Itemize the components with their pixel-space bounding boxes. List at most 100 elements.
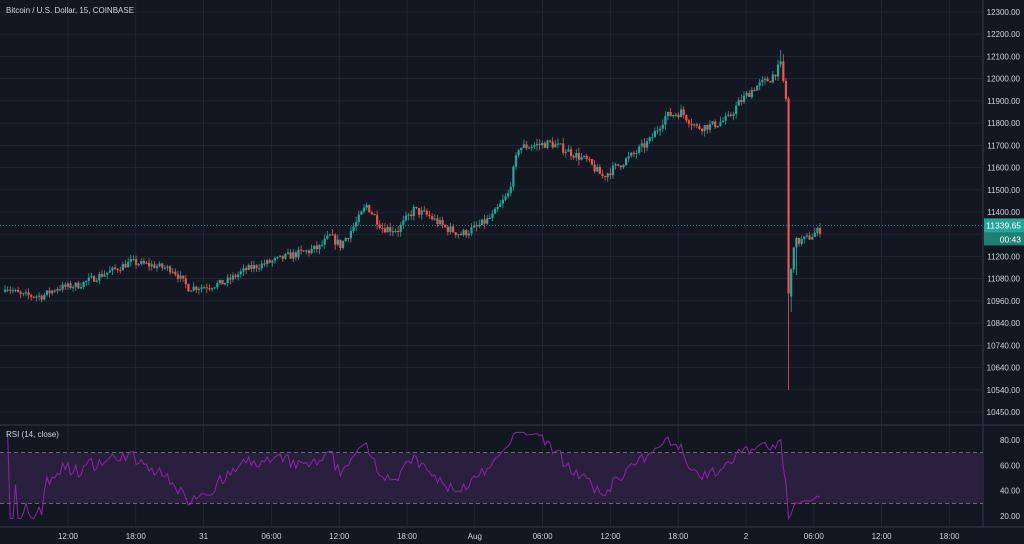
candle[interactable]: [441, 216, 444, 229]
candle[interactable]: [478, 219, 481, 229]
candle[interactable]: [56, 286, 59, 294]
candle[interactable]: [569, 145, 573, 161]
candle[interactable]: [258, 264, 261, 273]
candle[interactable]: [247, 263, 250, 271]
candle[interactable]: [472, 221, 476, 229]
candle[interactable]: [514, 152, 518, 171]
candle[interactable]: [74, 282, 77, 291]
candle[interactable]: [381, 222, 384, 233]
candle[interactable]: [9, 286, 12, 294]
candle[interactable]: [176, 270, 180, 283]
candle[interactable]: [336, 234, 339, 247]
candle[interactable]: [499, 199, 502, 208]
candle[interactable]: [577, 147, 581, 166]
candle[interactable]: [357, 210, 360, 226]
candle[interactable]: [784, 78, 788, 102]
candle[interactable]: [399, 222, 402, 237]
candle[interactable]: [200, 284, 203, 293]
candle[interactable]: [187, 283, 190, 292]
candle[interactable]: [504, 193, 507, 202]
candle[interactable]: [14, 288, 17, 293]
candle[interactable]: [410, 209, 413, 220]
candle[interactable]: [260, 260, 263, 271]
candle[interactable]: [803, 236, 806, 244]
candle[interactable]: [729, 112, 733, 118]
candle[interactable]: [417, 207, 421, 218]
candle[interactable]: [721, 117, 725, 123]
candle[interactable]: [483, 214, 486, 229]
candle[interactable]: [813, 227, 816, 238]
candle[interactable]: [790, 268, 793, 312]
candle[interactable]: [294, 250, 297, 261]
candle[interactable]: [174, 268, 177, 277]
candle[interactable]: [127, 257, 130, 268]
candle[interactable]: [197, 286, 201, 295]
candle[interactable]: [43, 292, 46, 301]
candle[interactable]: [748, 89, 751, 98]
candle[interactable]: [693, 123, 696, 128]
candle[interactable]: [459, 231, 463, 236]
candle[interactable]: [318, 244, 321, 255]
candle[interactable]: [763, 76, 767, 85]
candle[interactable]: [580, 153, 583, 161]
candle[interactable]: [326, 230, 329, 240]
candle[interactable]: [268, 258, 271, 264]
candle[interactable]: [756, 85, 759, 91]
candle[interactable]: [360, 210, 363, 215]
candle[interactable]: [737, 96, 740, 106]
candles-series[interactable]: [3, 49, 822, 390]
candle[interactable]: [394, 228, 397, 233]
candle[interactable]: [761, 76, 764, 87]
candle[interactable]: [208, 284, 211, 292]
candle[interactable]: [745, 90, 748, 99]
candle[interactable]: [554, 140, 557, 148]
candle[interactable]: [716, 125, 719, 129]
candle[interactable]: [66, 281, 69, 291]
candle[interactable]: [431, 213, 434, 221]
candle[interactable]: [87, 273, 90, 285]
candle[interactable]: [674, 112, 677, 118]
candle[interactable]: [800, 235, 803, 247]
candle[interactable]: [137, 263, 140, 267]
candle[interactable]: [617, 164, 620, 167]
candle[interactable]: [530, 144, 533, 152]
candle[interactable]: [307, 249, 311, 257]
candle[interactable]: [349, 226, 353, 243]
candle[interactable]: [779, 49, 782, 68]
candle[interactable]: [611, 161, 615, 179]
candle[interactable]: [753, 87, 756, 92]
candle[interactable]: [559, 143, 562, 145]
candle[interactable]: [58, 284, 62, 292]
candle[interactable]: [368, 204, 371, 213]
candle[interactable]: [221, 279, 224, 285]
candle[interactable]: [79, 282, 83, 290]
candle[interactable]: [512, 164, 515, 191]
candle[interactable]: [273, 256, 277, 264]
candle[interactable]: [373, 213, 376, 216]
candle[interactable]: [51, 289, 54, 296]
candle[interactable]: [462, 228, 465, 237]
candle[interactable]: [811, 233, 814, 240]
candle[interactable]: [341, 240, 345, 250]
candle[interactable]: [237, 271, 240, 281]
candle[interactable]: [727, 110, 730, 117]
candle[interactable]: [378, 220, 381, 230]
candle[interactable]: [493, 207, 497, 214]
candle[interactable]: [596, 163, 599, 173]
candle[interactable]: [45, 290, 49, 297]
candle[interactable]: [496, 204, 499, 213]
rsi-title[interactable]: RSI (14, close): [6, 430, 59, 439]
candle[interactable]: [528, 146, 531, 149]
candle[interactable]: [64, 282, 67, 290]
candle[interactable]: [250, 260, 253, 273]
candle[interactable]: [213, 286, 216, 290]
rsi-axis[interactable]: 80.00 60.00 40.00 20.00: [1000, 436, 1021, 521]
candle[interactable]: [244, 265, 248, 275]
candle[interactable]: [6, 286, 9, 293]
candle[interactable]: [328, 233, 332, 237]
candle[interactable]: [168, 265, 172, 275]
candle[interactable]: [370, 210, 373, 216]
candle[interactable]: [158, 261, 161, 268]
candle[interactable]: [480, 219, 484, 226]
candle[interactable]: [548, 139, 552, 144]
